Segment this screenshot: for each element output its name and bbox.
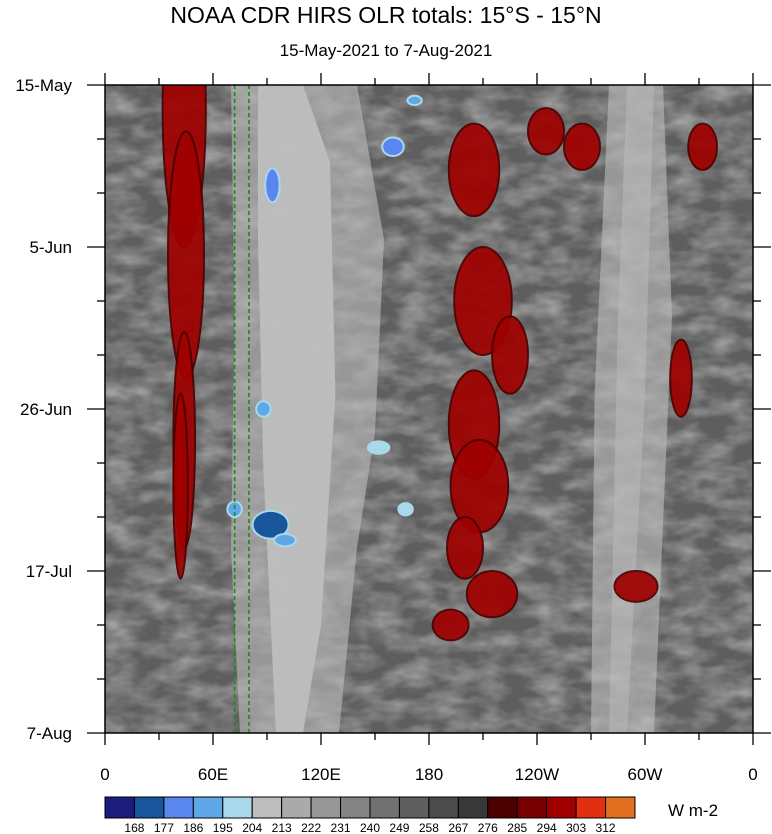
colorbar-swatch	[104, 796, 135, 819]
x-tick-label: 60E	[198, 765, 228, 784]
colorbar-level-label: 213	[272, 821, 292, 834]
colorbar-swatch	[516, 796, 548, 819]
colorbar-swatch	[457, 796, 489, 819]
colorbar-swatch	[605, 796, 636, 819]
x-tick-label: 180	[415, 765, 443, 784]
colorbar-level-label: 177	[154, 821, 174, 834]
colorbar-labels: 168 177 186 195 204 213 222 231 240 249 258 267 276 2…	[124, 821, 615, 834]
high-olr-patch	[172, 392, 189, 580]
y-tick-label: 15-May	[15, 76, 72, 95]
colorbar-level-label: 222	[301, 821, 321, 834]
x-tick-label: 120W	[515, 765, 559, 784]
colorbar-level-label: 312	[596, 821, 616, 834]
colorbar-swatch	[192, 796, 224, 819]
chart-subtitle: 15-May-2021 to 7-Aug-2021	[279, 41, 493, 60]
y-tick-label: 5-Jun	[29, 238, 72, 257]
colorbar-level-label: 186	[183, 821, 203, 834]
colorbar-swatch	[222, 796, 253, 819]
colorbar-swatch	[163, 796, 194, 819]
low-olr-patch	[251, 509, 290, 540]
high-olr-patch	[563, 122, 601, 171]
low-olr-patch	[381, 136, 405, 157]
colorbar-level-label: 285	[507, 821, 527, 834]
colorbar-level-label: 294	[537, 821, 557, 834]
y-tick-label: 7-Aug	[27, 724, 72, 743]
y-tick-label: 26-Jun	[20, 400, 72, 419]
high-olr-patch	[669, 338, 693, 418]
y-axis-labels: 15-May 5-Jun 26-Jun 17-Jul 7-Aug	[15, 76, 72, 743]
low-olr-patch	[255, 400, 272, 418]
colorbar-level-label: 240	[360, 821, 380, 834]
colorbar-level-label: 267	[448, 821, 468, 834]
low-olr-patch	[264, 167, 281, 204]
high-olr-patch	[527, 107, 565, 156]
x-tick-label: 120E	[301, 765, 341, 784]
colorbar-level-label: 204	[242, 821, 262, 834]
x-tick-label: 60W	[628, 765, 663, 784]
colorbar-swatch	[251, 796, 283, 819]
colorbar-swatch	[281, 796, 312, 819]
low-olr-patch	[397, 502, 414, 517]
colorbar-swatch	[310, 796, 342, 819]
low-olr-patch	[406, 94, 423, 107]
high-olr-patch	[431, 608, 470, 642]
x-tick-label: 0	[748, 765, 757, 784]
colorbar-level-label: 276	[478, 821, 498, 834]
colorbar-level-label: 195	[213, 821, 233, 834]
chart-title: NOAA CDR HIRS OLR totals: 15°S - 15°N	[170, 2, 602, 28]
colorbar-swatch	[398, 796, 430, 819]
high-olr-patch	[446, 516, 484, 580]
low-olr-patch	[273, 532, 297, 548]
high-olr-patch	[447, 122, 501, 218]
high-olr-patch	[491, 315, 529, 395]
colorbar	[104, 796, 636, 819]
field-texture	[105, 85, 753, 733]
colorbar-swatch	[546, 796, 577, 819]
low-olr-patch	[366, 440, 391, 455]
y-tick-label: 17-Jul	[26, 562, 72, 581]
colorbar-swatch	[575, 796, 607, 819]
colorbar-level-label: 231	[331, 821, 351, 834]
colorbar-swatch	[428, 796, 459, 819]
x-axis-labels: 0 60E 120E 180 120W 60W 0	[100, 765, 757, 784]
reference-lines	[233, 85, 250, 733]
colorbar-level-label: 303	[566, 821, 586, 834]
colorbar-swatch	[369, 796, 400, 819]
axis-ticks	[87, 73, 771, 745]
high-olr-patch	[613, 570, 659, 603]
colorbar-swatch	[133, 796, 165, 819]
colorbar-level-label: 249	[389, 821, 409, 834]
colorbar-swatch	[340, 796, 371, 819]
high-olr-patch	[465, 570, 519, 619]
colorbar-level-label: 168	[124, 821, 144, 834]
x-tick-label: 0	[100, 765, 109, 784]
colorbar-units: W m-2	[668, 801, 719, 820]
colorbar-level-label: 258	[419, 821, 439, 834]
high-olr-patch	[687, 122, 718, 171]
colorbar-swatch	[487, 796, 518, 819]
olr-field	[105, 85, 753, 733]
